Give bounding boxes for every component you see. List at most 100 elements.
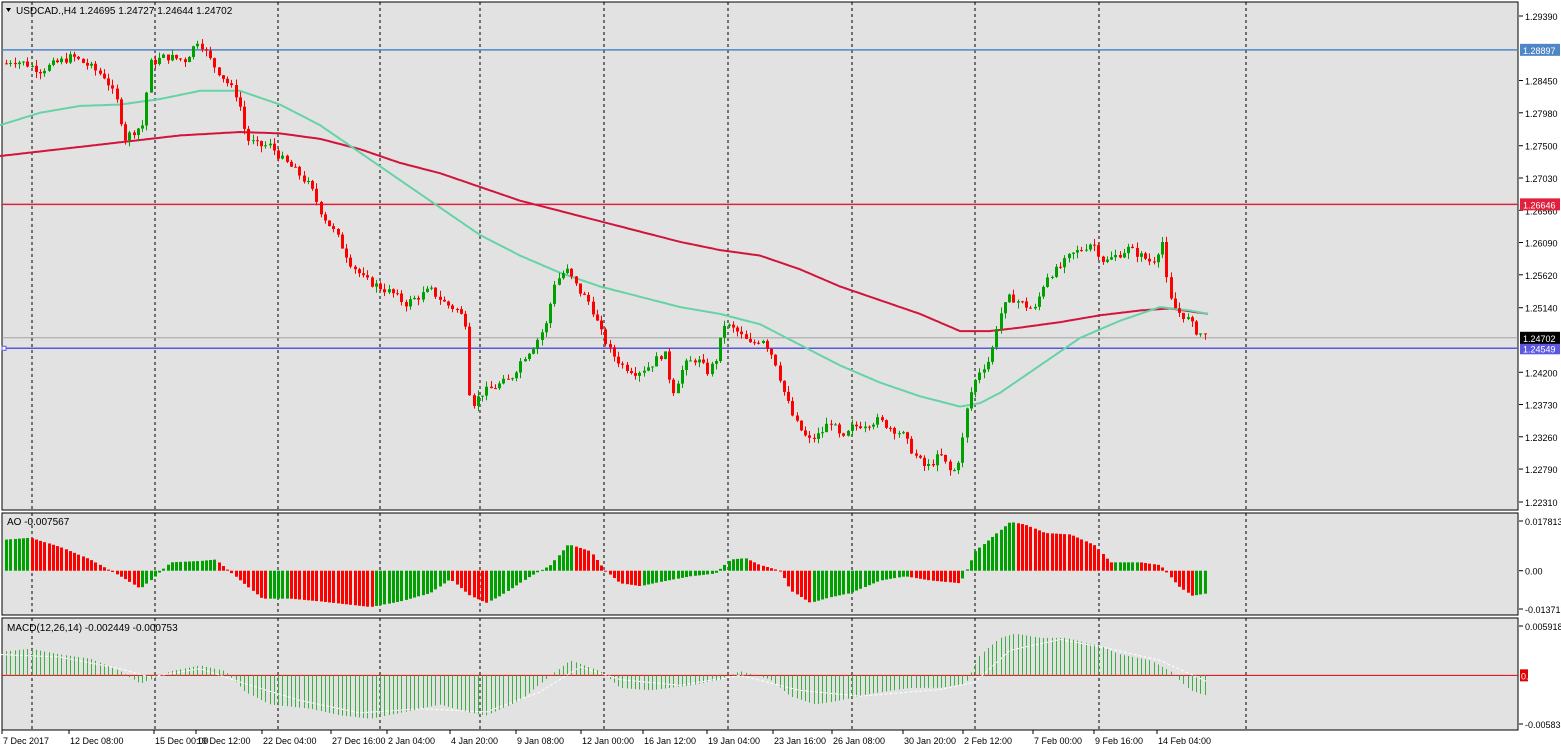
candle-body — [320, 201, 323, 215]
candle-body — [524, 359, 527, 362]
ao-bar — [9, 539, 12, 571]
candle-body — [477, 396, 480, 406]
ao-bar — [617, 570, 620, 582]
time-tick-label: 27 Dec 16:00 — [332, 736, 386, 746]
ao-bar — [324, 570, 327, 602]
candle-body — [417, 297, 420, 300]
ao-bar — [630, 570, 633, 585]
ao-bar — [592, 554, 595, 571]
candle-body — [5, 63, 8, 65]
ao-bar — [519, 570, 522, 583]
ao-bar — [260, 570, 263, 598]
ao-bar — [732, 559, 735, 571]
ao-bar — [949, 570, 952, 583]
axis-tick-label: 1.27500 — [1525, 142, 1558, 152]
macd-plot-area — [1, 617, 1519, 731]
candle-body — [834, 424, 837, 426]
candle-body — [651, 366, 654, 368]
candle-body — [1025, 301, 1028, 308]
ao-bar — [1042, 532, 1045, 571]
candle-body — [1131, 246, 1134, 249]
ao-bar — [859, 570, 862, 589]
candle-body — [1038, 296, 1041, 307]
candlestick-series — [5, 39, 1207, 476]
ao-bar — [613, 570, 616, 579]
candle-body — [919, 455, 922, 458]
ao-bar — [677, 570, 680, 579]
ao-bar — [762, 565, 765, 571]
candle-body — [893, 428, 896, 434]
ao-bar — [481, 570, 484, 602]
candle-body — [1004, 302, 1007, 314]
candle-body — [494, 388, 497, 390]
ao-bar — [239, 570, 242, 581]
ao-bar — [1114, 562, 1117, 571]
price-pane[interactable]: USDCAD.,H4 1.24695 1.24727 1.24644 1.247… — [0, 1, 1519, 511]
ao-bar — [851, 570, 854, 593]
ao-bar — [405, 570, 408, 600]
candle-body — [787, 391, 790, 402]
ao-bar — [184, 561, 187, 571]
ao-bar — [1076, 537, 1079, 571]
candle-body — [847, 430, 850, 436]
axis-tick-label: -0.013717 — [1525, 605, 1561, 615]
ao-bar — [681, 570, 684, 578]
ao-bar — [133, 570, 136, 585]
candle-body — [638, 372, 641, 376]
ao-bar — [1174, 570, 1177, 583]
ao-bar — [426, 570, 429, 594]
ao-bar — [770, 568, 773, 571]
candle-body — [1148, 258, 1151, 262]
ao-bar — [320, 570, 323, 602]
ao-bar — [834, 570, 837, 597]
macd-pane[interactable]: MACD(12,26,14) -0.002449 -0.000753 — [0, 617, 1519, 731]
ao-bar — [103, 567, 106, 571]
candle-body — [158, 57, 161, 65]
horizontal-lines[interactable] — [1, 49, 1518, 351]
candle-body — [128, 132, 131, 141]
ao-pane[interactable]: AO -0.007567 — [1, 512, 1519, 616]
ao-bar — [970, 560, 973, 571]
ao-bar — [188, 561, 191, 571]
price-axis[interactable]: 1.29390 1.28450 1.27980 1.27500 1.27030 1.265… — [1519, 12, 1560, 508]
time-tick-label: 4 Jan 20:00 — [451, 736, 498, 746]
candle-body — [715, 361, 718, 364]
ao-bar — [1025, 525, 1028, 571]
line-anchor-handle[interactable] — [1, 345, 7, 351]
candle-body — [991, 347, 994, 362]
time-tick-label: 16 Jan 12:00 — [644, 736, 696, 746]
time-tick-label: 2 Feb 12:00 — [964, 736, 1012, 746]
candle-body — [99, 70, 102, 74]
ao-bar — [1059, 533, 1062, 571]
candle-body — [706, 362, 709, 375]
time-tick-label: 9 Feb 16:00 — [1095, 736, 1143, 746]
candle-body — [311, 180, 314, 189]
candle-body — [196, 43, 199, 47]
time-tick-label: 12 Jan 00:00 — [582, 736, 634, 746]
ao-bar — [1110, 562, 1113, 571]
candle-body — [307, 180, 310, 182]
candle-body — [953, 470, 956, 472]
ao-bar — [5, 539, 8, 571]
candle-body — [490, 386, 493, 389]
ao-bar — [39, 540, 42, 571]
ao-bar — [621, 570, 624, 584]
candle-body — [43, 70, 46, 74]
ao-bar — [1106, 558, 1109, 571]
line-price-tag-label: 1.24549 — [1523, 344, 1556, 354]
candle-body — [235, 85, 238, 98]
candle-body — [485, 386, 488, 396]
candle-body — [711, 363, 714, 375]
ao-bar — [915, 570, 918, 579]
ao-bar — [1144, 563, 1147, 571]
candle-body — [409, 299, 412, 307]
ao-bar — [1085, 541, 1088, 571]
candle-body — [664, 351, 667, 360]
axis-tick-label: 1.27980 — [1525, 109, 1558, 119]
ao-bar — [847, 570, 850, 594]
candle-body — [621, 363, 624, 365]
candle-body — [341, 234, 344, 249]
candle-body — [723, 325, 726, 338]
